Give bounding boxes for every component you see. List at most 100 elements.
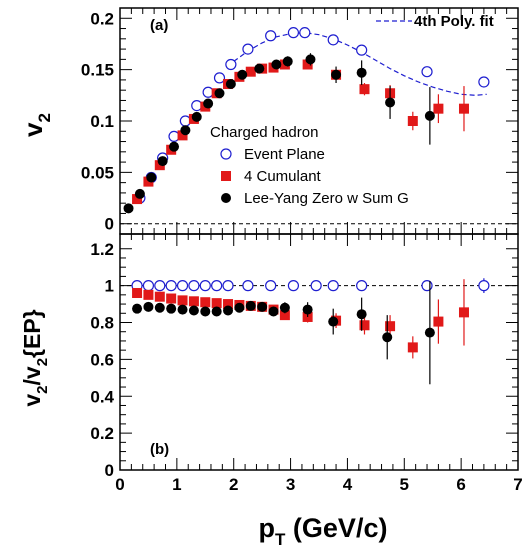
y-tick-label: 0.1	[90, 112, 114, 131]
x-tick-label: 7	[513, 475, 522, 494]
data-point	[433, 103, 444, 114]
y-tick-label: 0	[105, 215, 114, 234]
data-point	[157, 156, 168, 167]
data-point	[176, 280, 189, 292]
data-point	[287, 280, 300, 292]
data-point	[166, 293, 177, 304]
y-axis-title-a: v2	[18, 113, 54, 137]
data-point	[279, 310, 290, 321]
data-point	[356, 67, 367, 78]
y-tick-label: 1.2	[90, 240, 114, 259]
data-point	[257, 301, 268, 312]
data-point	[154, 291, 165, 302]
y-tick-label: 0.6	[90, 350, 114, 369]
x-tick-label: 2	[229, 475, 238, 494]
x-tick-label: 1	[172, 475, 181, 494]
data-point	[223, 299, 234, 310]
data-point	[287, 27, 300, 39]
data-point	[154, 302, 165, 313]
data-point	[359, 320, 370, 331]
data-point	[132, 288, 143, 298]
data-point	[200, 306, 211, 317]
data-point	[199, 280, 211, 292]
data-point	[385, 97, 396, 108]
data-point	[242, 280, 254, 292]
data-point	[305, 54, 316, 65]
data-point	[424, 327, 435, 338]
data-point	[356, 309, 367, 320]
data-point	[223, 305, 234, 316]
data-point	[299, 27, 311, 39]
panel-b: 0 1 2 3 4 5 6 700.20.40.60.811.2(b)v2/v2{EP}pT …	[19, 233, 523, 549]
data-point	[146, 172, 157, 183]
data-point	[143, 289, 154, 300]
data-point	[143, 301, 154, 312]
data-point	[191, 99, 203, 112]
data-point	[433, 316, 444, 327]
y-tick-label: 0.2	[90, 9, 114, 28]
data-point	[211, 298, 222, 309]
x-tick-label: 4	[343, 475, 353, 494]
y-axis-title-a-subscript: 2	[35, 113, 54, 122]
data-point	[177, 295, 188, 306]
data-point	[331, 69, 342, 80]
data-point	[327, 280, 339, 292]
data-point	[237, 69, 248, 80]
data-point	[191, 111, 202, 122]
data-point	[302, 59, 313, 70]
legend-marker	[221, 171, 231, 181]
y-tick-label: 0.15	[81, 61, 114, 80]
data-point	[356, 44, 368, 56]
data-point	[245, 66, 256, 77]
data-point	[359, 84, 370, 95]
data-point	[382, 332, 393, 343]
data-point	[328, 316, 339, 327]
data-point	[302, 304, 313, 315]
data-point	[421, 66, 433, 78]
x-tick-label: 0	[115, 475, 124, 494]
y-tick-label: 0.8	[90, 314, 114, 333]
data-point	[154, 280, 166, 292]
legend-label: Event Plane	[244, 146, 325, 163]
data-point	[458, 103, 469, 114]
data-point	[407, 116, 418, 126]
data-point	[142, 280, 155, 292]
data-point	[169, 141, 180, 152]
data-point	[234, 302, 245, 313]
data-point	[179, 115, 191, 127]
data-point	[225, 79, 236, 90]
data-point	[166, 303, 177, 314]
data-point	[478, 76, 490, 88]
x-axis-title-part: (GeV/c)	[285, 513, 387, 543]
data-point	[188, 305, 199, 316]
x-axis-title-part: T	[275, 530, 286, 549]
data-point	[407, 342, 418, 353]
data-point	[265, 280, 277, 292]
data-point	[424, 110, 435, 121]
y-axis-title-b-part: 2	[34, 358, 51, 366]
x-tick-label: 3	[286, 475, 295, 494]
data-point	[310, 280, 322, 292]
data-point	[165, 280, 177, 292]
data-point	[385, 321, 396, 332]
data-point	[242, 43, 254, 55]
legend-marker	[220, 148, 232, 160]
data-point	[254, 63, 265, 74]
data-point	[177, 304, 188, 315]
data-point	[265, 30, 277, 42]
data-point	[211, 306, 222, 317]
panel-a: 0 0.05 0.1 0.15 0.2 (a) 4th Poly. fit Charged h…	[18, 7, 519, 235]
y-axis-title-b-part: 2	[34, 385, 51, 393]
data-point	[222, 280, 234, 292]
y-axis-title-b-part: {EP}	[19, 309, 45, 358]
data-point	[200, 297, 211, 308]
legend-label: Lee-Yang Zero w Sum G	[244, 190, 409, 207]
data-point	[177, 130, 188, 141]
data-point	[271, 59, 282, 70]
data-point	[282, 56, 293, 67]
data-point	[327, 34, 339, 46]
data-point	[123, 203, 134, 214]
data-point	[132, 194, 143, 205]
data-point	[168, 130, 180, 143]
